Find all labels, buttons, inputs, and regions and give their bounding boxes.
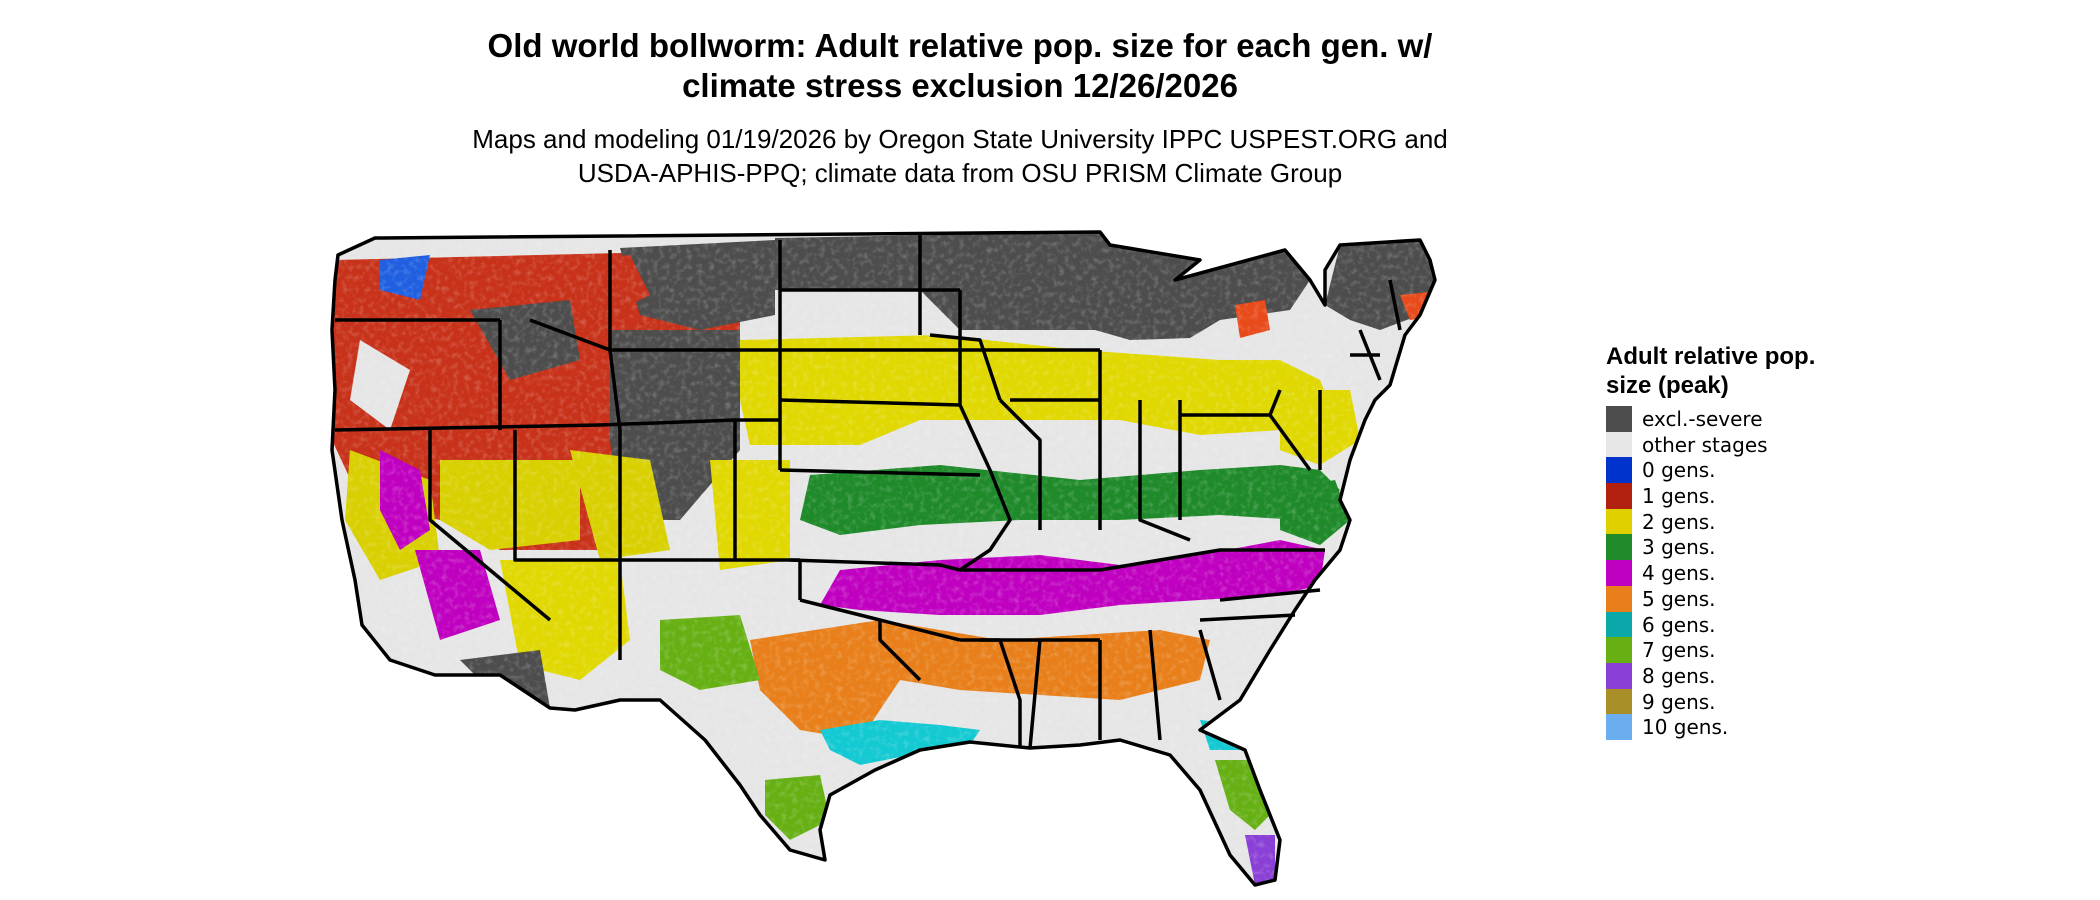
legend-swatch — [1606, 560, 1632, 586]
legend-item: 5 gens. — [1606, 585, 1826, 612]
legend-item: excl.-severe — [1606, 406, 1826, 432]
legend-label: excl.-severe — [1642, 407, 1763, 431]
map-title: Old world bollworm: Adult relative pop. … — [340, 26, 1580, 106]
subtitle-line-2: USDA-APHIS-PPQ; climate data from OSU PR… — [577, 158, 1343, 188]
legend: Adult relative pop. size (peak) excl.-se… — [1606, 342, 1826, 740]
legend-label: 7 gens. — [1642, 638, 1716, 663]
legend-label: 10 gens. — [1642, 715, 1729, 740]
legend-item: 7 gens. — [1606, 637, 1826, 663]
legend-swatch — [1606, 585, 1632, 612]
legend-item: 10 gens. — [1606, 714, 1826, 740]
legend-label: 9 gens. — [1642, 689, 1716, 714]
legend-items: excl.-severe other stages 0 gens. 1 gens… — [1606, 406, 1826, 740]
legend-item: other stages — [1606, 431, 1826, 458]
legend-label: 5 gens. — [1642, 586, 1716, 611]
legend-item: 3 gens. — [1606, 534, 1826, 561]
legend-swatch — [1606, 406, 1632, 432]
legend-item: 6 gens. — [1606, 611, 1826, 638]
legend-swatch — [1606, 483, 1632, 509]
legend-label: 2 gens. — [1642, 509, 1716, 534]
legend-label: 1 gens. — [1642, 484, 1716, 509]
title-line-2: climate stress exclusion 12/26/2026 — [682, 67, 1238, 104]
legend-label: other stages — [1642, 432, 1768, 457]
legend-swatch — [1606, 431, 1632, 458]
subtitle-line-1: Maps and modeling 01/19/2026 by Oregon S… — [472, 124, 1448, 154]
legend-item: 4 gens. — [1606, 560, 1826, 586]
title-line-1: Old world bollworm: Adult relative pop. … — [487, 27, 1433, 64]
legend-item: 0 gens. — [1606, 457, 1826, 484]
us-generations-map — [330, 230, 1437, 887]
legend-item: 1 gens. — [1606, 483, 1826, 509]
legend-item: 2 gens. — [1606, 508, 1826, 535]
legend-label: 4 gens. — [1642, 561, 1716, 586]
legend-swatch — [1606, 508, 1632, 535]
map-subtitle: Maps and modeling 01/19/2026 by Oregon S… — [340, 122, 1580, 190]
legend-title: Adult relative pop. size (peak) — [1606, 343, 1816, 399]
legend-swatch — [1606, 611, 1632, 638]
legend-label: 0 gens. — [1642, 458, 1716, 483]
legend-swatch — [1606, 457, 1632, 484]
state-borders — [330, 230, 1437, 887]
legend-swatch — [1606, 637, 1632, 663]
legend-item: 9 gens. — [1606, 688, 1826, 715]
legend-swatch — [1606, 662, 1632, 689]
map-fill — [332, 232, 1435, 885]
legend-label: 8 gens. — [1642, 663, 1716, 688]
legend-swatch — [1606, 534, 1632, 561]
legend-swatch — [1606, 688, 1632, 715]
legend-item: 8 gens. — [1606, 662, 1826, 689]
legend-swatch — [1606, 714, 1632, 740]
legend-label: 3 gens. — [1642, 535, 1716, 560]
legend-label: 6 gens. — [1642, 612, 1716, 637]
